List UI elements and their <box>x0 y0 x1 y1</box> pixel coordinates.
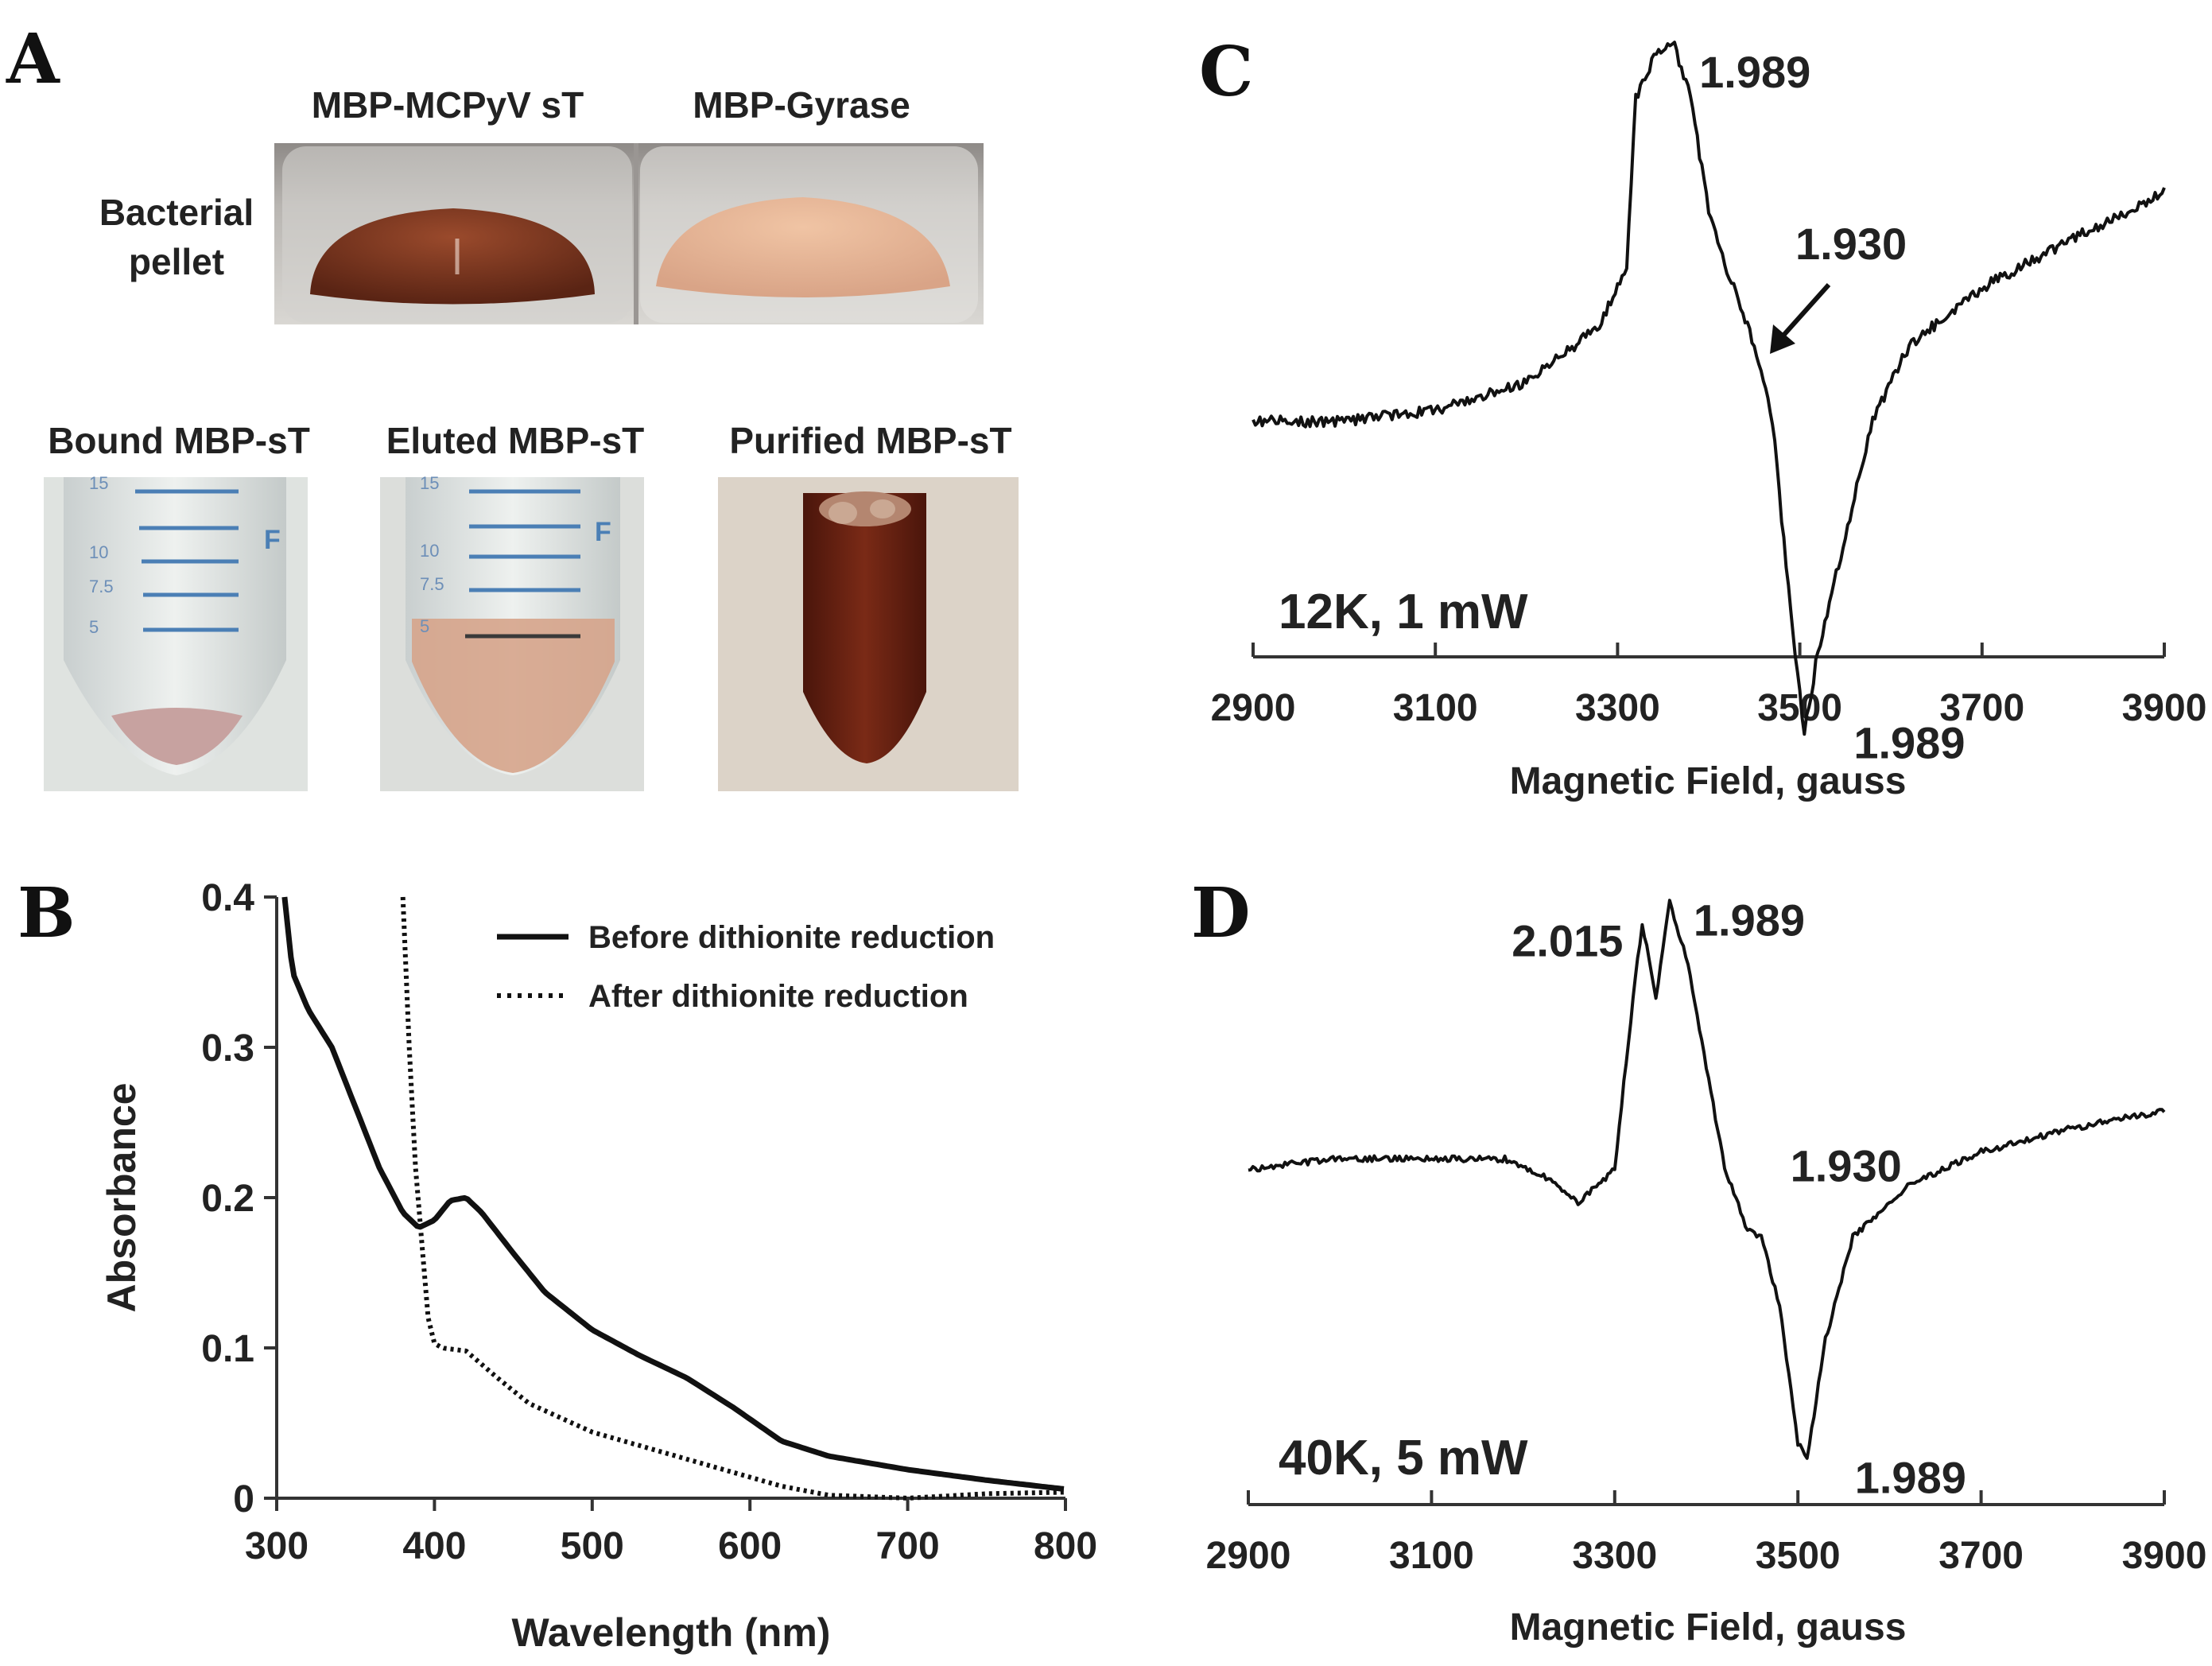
panel-d-series <box>1248 899 2166 1460</box>
bound-tube-logo: F <box>264 525 281 555</box>
panel-a: A MBP-MCPyV sT MBP-Gyrase Bacterial pell… <box>6 19 1019 791</box>
panel-d-letter: D <box>1191 873 1251 953</box>
d-gvalue-1: 1.989 <box>1694 895 1805 946</box>
c-xtick-label-3100: 3100 <box>1393 687 1478 729</box>
panel-a-letter: A <box>6 19 60 99</box>
c-gvalue-2: 1.989 <box>1853 718 1965 768</box>
panel-d-ticks: 2900 3100 3300 3500 3700 3900 <box>1206 1490 2207 1577</box>
b-xtick-label-600: 600 <box>718 1525 782 1567</box>
d-gvalue-2: 1.930 <box>1791 1140 1902 1190</box>
tube-label-eluted: Eluted MBP-sT <box>386 420 645 461</box>
d-xtick-label-3100: 3100 <box>1389 1535 1474 1577</box>
b-ytick-label-4: 0.4 <box>201 877 254 919</box>
eluted-mark-15: 15 <box>420 473 439 493</box>
bound-mark-15: 15 <box>89 473 108 493</box>
eluted-mark-7-5: 7.5 <box>420 574 444 594</box>
d-gvalue-0: 2.015 <box>1512 915 1623 965</box>
panel-b: B 300 400 500 600 700 800 0 0.1 0.2 0.3 0.4 Wavele… <box>17 873 1097 1655</box>
b-ytick-label-1: 0.1 <box>201 1328 254 1370</box>
eluted-tube-logo: F <box>595 517 611 547</box>
eluted-mark-10: 10 <box>420 541 439 561</box>
panel-c-x-label: Magnetic Field, gauss <box>1510 760 1907 802</box>
bound-mark-10: 10 <box>89 542 108 562</box>
d-gvalue-3: 1.989 <box>1855 1453 1966 1503</box>
bound-mark-7-5: 7.5 <box>89 577 114 596</box>
legend-label-after: After dithionite reduction <box>588 979 968 1014</box>
pellet-label-gyrase: MBP-Gyrase <box>693 84 910 126</box>
b-xtick-label-800: 800 <box>1034 1525 1097 1567</box>
c-xtick-label-3700: 3700 <box>1939 687 2024 729</box>
d-spectrum-line <box>1248 899 2166 1460</box>
pellet-row-label-line2: pellet <box>129 241 224 282</box>
eluted-mark-5: 5 <box>420 616 429 636</box>
panel-c-series <box>1252 41 2166 736</box>
panel-c-arrow-head <box>1770 324 1795 354</box>
d-xtick-label-3900: 3900 <box>2122 1535 2207 1577</box>
panel-c-ticks: 2900 3100 3300 3500 3700 3900 <box>1211 643 2207 729</box>
panel-d-annotations: 2.015 1.989 1.930 1.989 <box>1512 895 1966 1503</box>
panel-d-x-label: Magnetic Field, gauss <box>1510 1606 1907 1649</box>
bacterial-pellet-photo <box>274 143 984 324</box>
b-ytick-label-0: 0 <box>233 1478 254 1520</box>
b-series-after <box>400 896 1066 1501</box>
d-xtick-label-3500: 3500 <box>1756 1535 1841 1577</box>
panel-d-condition: 40K, 5 mW <box>1279 1431 1528 1485</box>
d-xtick-label-3300: 3300 <box>1572 1535 1657 1577</box>
b-xtick-label-700: 700 <box>876 1525 940 1567</box>
panel-d: D 2900 3100 3300 3500 3700 3900 2.015 1.989 1.9… <box>1191 873 2206 1649</box>
b-xtick-label-300: 300 <box>245 1525 309 1567</box>
tube-label-purified: Purified MBP-sT <box>729 420 1011 461</box>
panel-c-arrow-label: 1.930 <box>1795 219 1907 269</box>
d-xtick-label-3700: 3700 <box>1938 1535 2024 1577</box>
panel-b-y-label: Absorbance <box>99 1083 144 1313</box>
tube-label-bound: Bound MBP-sT <box>48 420 310 461</box>
bound-tube-photo: 15 10 7.5 5 F <box>44 473 308 791</box>
b-ytick-label-2: 0.2 <box>201 1178 254 1220</box>
d-xtick-label-2900: 2900 <box>1206 1535 1291 1577</box>
panel-b-series <box>281 896 1066 1501</box>
c-spectrum-line <box>1252 41 2166 736</box>
b-series-before <box>281 896 1065 1492</box>
b-ytick-label-3: 0.3 <box>201 1027 254 1070</box>
b-xtick-label-400: 400 <box>402 1525 466 1567</box>
panel-b-letter: B <box>17 873 76 953</box>
bound-mark-5: 5 <box>89 617 99 637</box>
panel-c-annotations: 1.989 1.930 1.989 <box>1699 47 1965 768</box>
pellet-label-mcpyv: MBP-MCPyV sT <box>312 84 584 126</box>
panel-c-arrow-shaft <box>1779 282 1831 340</box>
purified-tube-photo <box>718 477 1019 791</box>
c-xtick-label-3300: 3300 <box>1575 687 1660 729</box>
eluted-tube-photo: 15 10 7.5 5 F <box>380 473 644 791</box>
legend-label-before: Before dithionite reduction <box>588 920 995 955</box>
c-xtick-label-2900: 2900 <box>1211 687 1296 729</box>
panel-b-x-label: Wavelength (nm) <box>512 1610 831 1655</box>
panel-b-legend: Before dithionite reduction After dithio… <box>497 920 995 1014</box>
panel-c-letter: C <box>1199 32 1253 112</box>
b-xtick-label-500: 500 <box>561 1525 624 1567</box>
panel-c-condition: 12K, 1 mW <box>1279 584 1528 639</box>
c-gvalue-0: 1.989 <box>1699 47 1810 97</box>
c-xtick-label-3900: 3900 <box>2122 687 2207 729</box>
pellet-row-label-line1: Bacterial <box>99 192 254 233</box>
panel-b-ticks: 300 400 500 600 700 800 0 0.1 0.2 0.3 0.4 <box>201 877 1097 1567</box>
